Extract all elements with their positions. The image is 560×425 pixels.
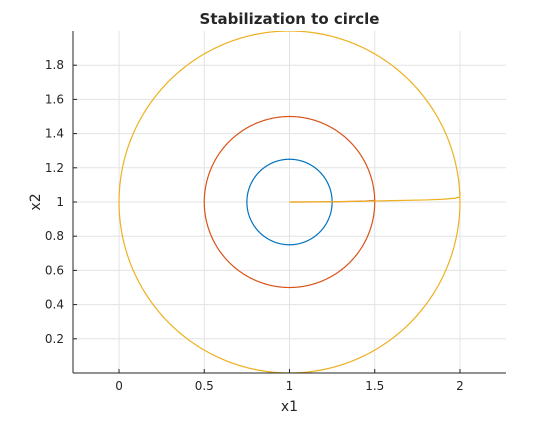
series-layer	[118, 31, 461, 373]
series-3-approach	[289, 191, 461, 203]
y-tick-label: 1.4	[45, 127, 64, 141]
x-tick-label: 1.5	[365, 379, 384, 393]
x-axis-label: x1	[281, 399, 298, 415]
y-tick-label: 0.4	[45, 298, 64, 312]
y-tick-labels: 0.2 0.4 0.6 0.8 1 1.2 1.4 1.6 1.8	[45, 58, 64, 346]
y-tick-label: 0.6	[45, 263, 64, 277]
y-tick-label: 1.2	[45, 161, 64, 175]
y-axis-label: x2	[28, 193, 44, 210]
x-tick-label: 0.5	[195, 379, 214, 393]
x-tick-label: 0	[115, 379, 123, 393]
axes	[72, 31, 506, 374]
chart-title: Stabilization to circle	[200, 10, 380, 28]
y-tick-label: 0.2	[45, 332, 64, 346]
x-tick-labels: 0 0.5 1 1.5 2	[115, 379, 464, 393]
y-tick-label: 1.6	[45, 92, 64, 106]
series-2-circle	[203, 115, 376, 289]
y-tick-label: 1	[56, 195, 64, 209]
x-tick-label: 2	[456, 379, 464, 393]
y-tick-label: 0.8	[45, 229, 64, 243]
series-3-circle	[118, 31, 461, 373]
x-tick-label: 1	[286, 379, 294, 393]
y-tick-label: 1.8	[45, 58, 64, 72]
series-1-circle	[246, 158, 333, 246]
